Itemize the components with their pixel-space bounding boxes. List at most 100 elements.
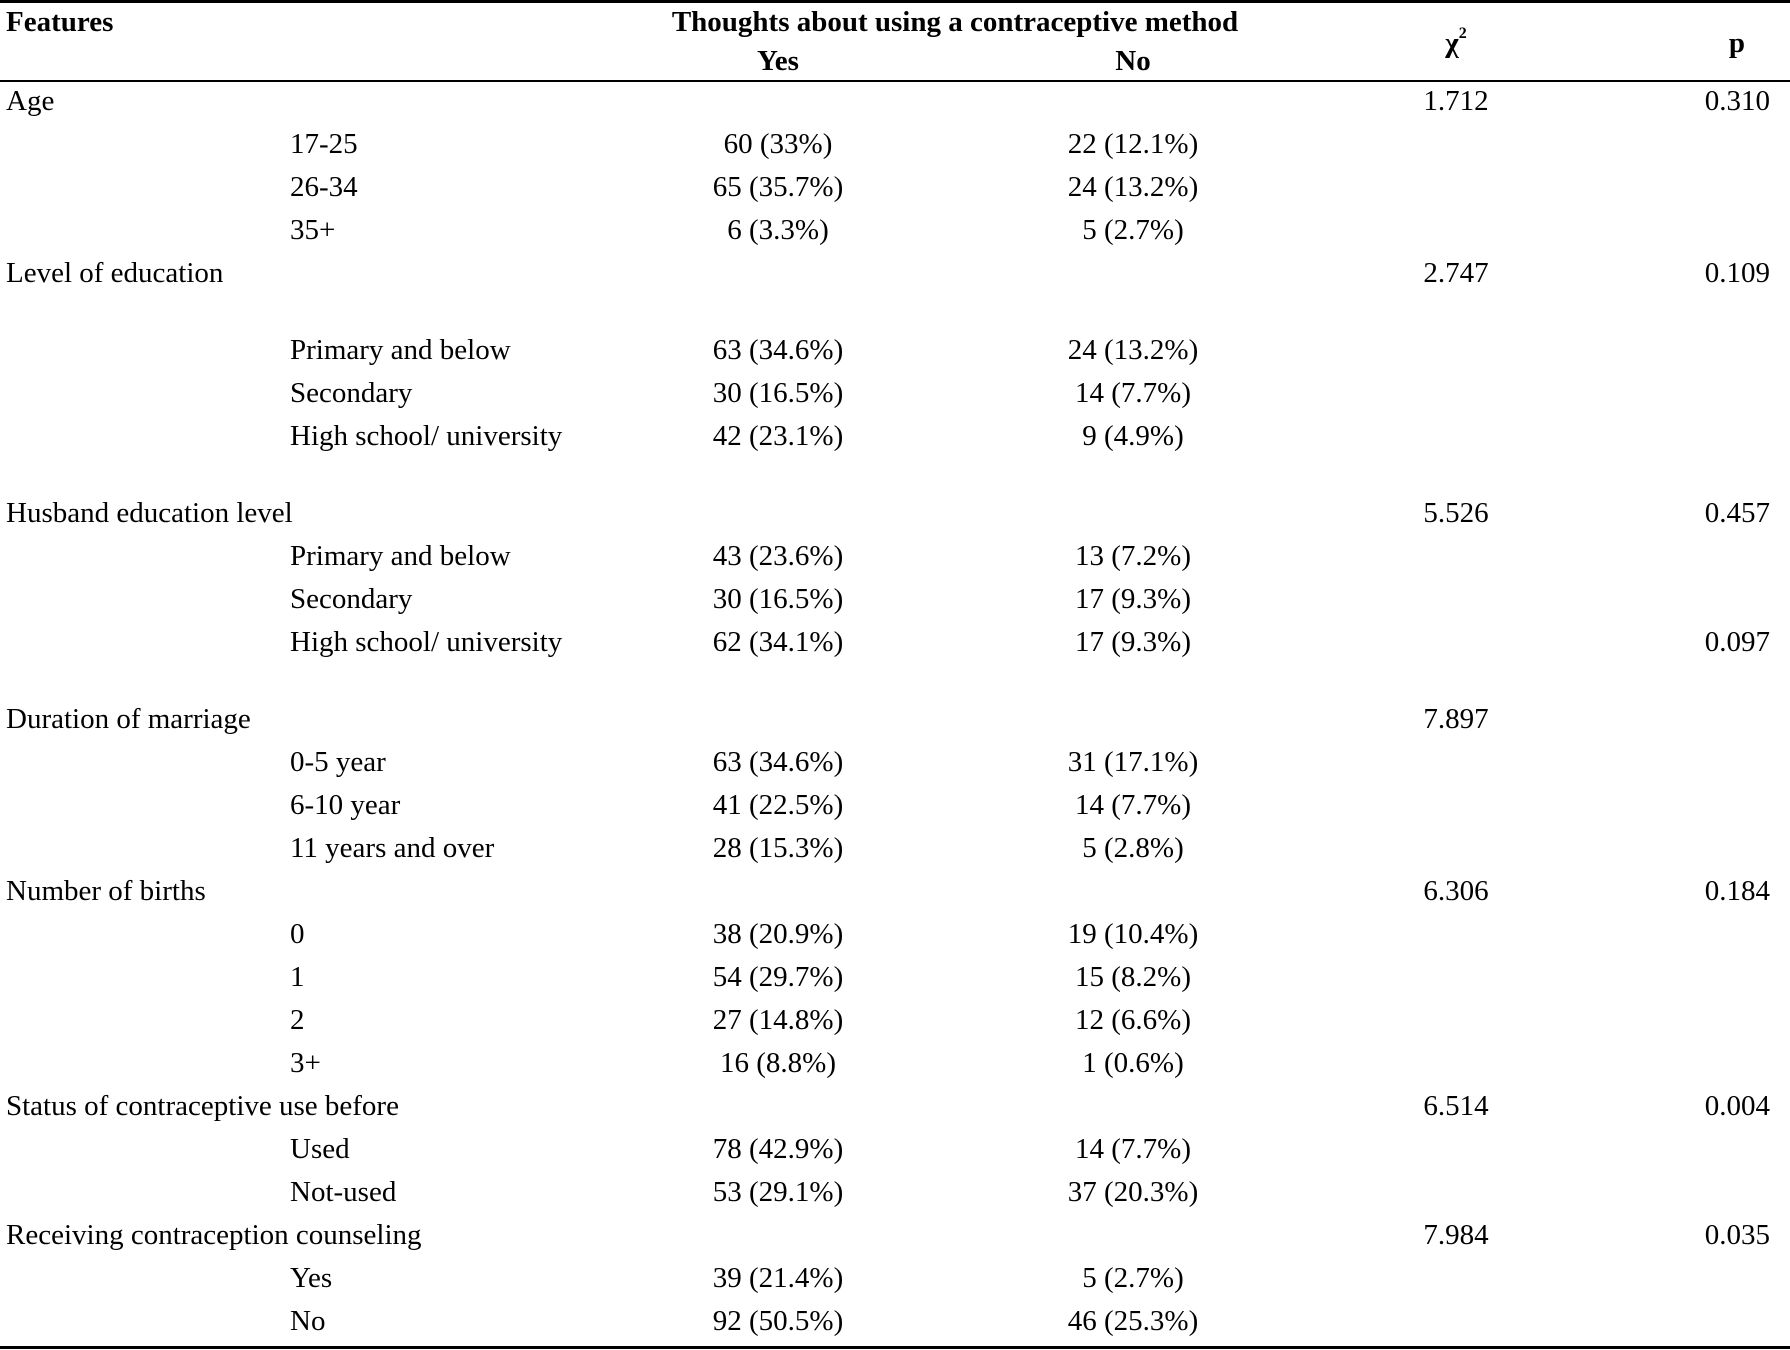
feature-label: Duration of marriage bbox=[6, 703, 251, 735]
header-chi-superscript: 2 bbox=[1458, 25, 1467, 42]
p-value: 0.004 bbox=[1704, 1090, 1770, 1122]
feature-label: Number of births bbox=[6, 875, 206, 907]
table-row: 1 54 (29.7%) 15 (8.2%) bbox=[0, 958, 1790, 1001]
table-row: 3+ 16 (8.8%) 1 (0.6%) bbox=[0, 1044, 1790, 1087]
chi-square-value: 6.306 bbox=[1423, 875, 1489, 907]
table-row: 35+ 6 (3.3%) 5 (2.7%) bbox=[0, 211, 1790, 254]
table-row: High school/ university 42 (23.1%) 9 (4.9%… bbox=[0, 417, 1790, 494]
table-row-group: Number of births 6.306 0.184 bbox=[0, 872, 1790, 915]
no-value: 1 (0.6%) bbox=[1082, 1047, 1184, 1079]
yes-value: 92 (50.5%) bbox=[712, 1305, 844, 1337]
no-value: 24 (13.2%) bbox=[1067, 171, 1199, 203]
category-label: 3+ bbox=[290, 1047, 321, 1079]
yes-value: 62 (34.1%) bbox=[712, 626, 844, 658]
table-row: High school/ university 62 (34.1%) 17 (9.3… bbox=[0, 623, 1790, 700]
header-chi-symbol: χ bbox=[1445, 27, 1459, 59]
table-row: Yes 39 (21.4%) 5 (2.7%) bbox=[0, 1259, 1790, 1302]
table-row: 11 years and over 28 (15.3%) 5 (2.8%) bbox=[0, 829, 1790, 872]
category-label: 2 bbox=[290, 1004, 305, 1036]
no-value: 13 (7.2%) bbox=[1075, 540, 1191, 572]
table-row-group: Status of contraceptive use before 6.514 0… bbox=[0, 1087, 1790, 1130]
yes-value: 63 (34.6%) bbox=[712, 746, 844, 778]
table-row: 0-5 year 63 (34.6%) 31 (17.1%) bbox=[0, 743, 1790, 786]
feature-label: Receiving contraception counseling bbox=[6, 1219, 422, 1251]
chi-square-value: 5.526 bbox=[1423, 497, 1489, 529]
table-row: 17-25 60 (33%) 22 (12.1%) bbox=[0, 125, 1790, 168]
no-value: 17 (9.3%) bbox=[1075, 626, 1191, 658]
chi-square-value: 7.897 bbox=[1423, 703, 1489, 735]
category-label: Secondary bbox=[290, 583, 413, 615]
yes-value: 60 (33%) bbox=[723, 128, 833, 160]
category-label: 17-25 bbox=[290, 128, 358, 160]
chi-square-value: 2.747 bbox=[1423, 257, 1489, 289]
p-value: 0.109 bbox=[1704, 257, 1770, 289]
category-label: Primary and below bbox=[290, 540, 511, 572]
category-label: 0-5 year bbox=[290, 746, 386, 778]
no-value: 14 (7.7%) bbox=[1075, 377, 1191, 409]
no-value: 5 (2.8%) bbox=[1082, 832, 1184, 864]
yes-value: 30 (16.5%) bbox=[712, 377, 844, 409]
no-value: 17 (9.3%) bbox=[1075, 583, 1191, 615]
table-body: Age 1.712 0.310 17-25 60 (33%) 22 (12.1%) 26-3… bbox=[0, 82, 1790, 1345]
table-row-group: Husband education level 5.526 0.457 bbox=[0, 494, 1790, 537]
header-features: Features bbox=[6, 6, 114, 38]
no-value: 5 (2.7%) bbox=[1082, 214, 1184, 246]
table-row: 2 27 (14.8%) 12 (6.6%) bbox=[0, 1001, 1790, 1044]
header-p: p bbox=[1728, 27, 1746, 59]
yes-value: 78 (42.9%) bbox=[712, 1133, 844, 1165]
no-value: 19 (10.4%) bbox=[1067, 918, 1199, 950]
no-value: 15 (8.2%) bbox=[1075, 961, 1191, 993]
table-row-group: Duration of marriage 7.897 bbox=[0, 700, 1790, 743]
header-rule bbox=[0, 80, 1790, 82]
table-row-group: Receiving contraception counseling 7.984 0… bbox=[0, 1216, 1790, 1259]
no-value: 5 (2.7%) bbox=[1082, 1262, 1184, 1294]
category-label: Yes bbox=[290, 1262, 333, 1294]
category-label: 26-34 bbox=[290, 171, 358, 203]
category-label: Not-used bbox=[290, 1176, 397, 1208]
yes-value: 65 (35.7%) bbox=[712, 171, 844, 203]
feature-label: Husband education level bbox=[6, 497, 293, 529]
yes-value: 28 (15.3%) bbox=[712, 832, 844, 864]
category-label: Used bbox=[290, 1133, 350, 1165]
yes-value: 38 (20.9%) bbox=[712, 918, 844, 950]
no-value: 14 (7.7%) bbox=[1075, 789, 1191, 821]
yes-value: 42 (23.1%) bbox=[712, 420, 844, 452]
header-no: No bbox=[1115, 45, 1151, 77]
chi-square-value: 7.984 bbox=[1423, 1219, 1489, 1251]
table-row-group: Level of education 2.747 0.109 bbox=[0, 254, 1790, 331]
p-value: 0.035 bbox=[1704, 1219, 1770, 1251]
table-row: 0 38 (20.9%) 19 (10.4%) bbox=[0, 915, 1790, 958]
p-value: 0.457 bbox=[1704, 497, 1770, 529]
feature-label: Level of education bbox=[6, 257, 224, 289]
yes-value: 53 (29.1%) bbox=[712, 1176, 844, 1208]
table-row: Not-used 53 (29.1%) 37 (20.3%) bbox=[0, 1173, 1790, 1216]
table-row: Used 78 (42.9%) 14 (7.7%) bbox=[0, 1130, 1790, 1173]
table-row: Secondary 30 (16.5%) 14 (7.7%) bbox=[0, 374, 1790, 417]
top-rule bbox=[0, 0, 1790, 3]
no-value: 14 (7.7%) bbox=[1075, 1133, 1191, 1165]
yes-value: 6 (3.3%) bbox=[727, 214, 829, 246]
category-label: 0 bbox=[290, 918, 305, 950]
chi-square-value: 6.514 bbox=[1423, 1090, 1489, 1122]
yes-value: 43 (23.6%) bbox=[712, 540, 844, 572]
yes-value: 16 (8.8%) bbox=[720, 1047, 836, 1079]
table-row: Primary and below 43 (23.6%) 13 (7.2%) bbox=[0, 537, 1790, 580]
yes-value: 54 (29.7%) bbox=[712, 961, 844, 993]
table-row: Primary and below 63 (34.6%) 24 (13.2%) bbox=[0, 331, 1790, 374]
yes-value: 39 (21.4%) bbox=[712, 1262, 844, 1294]
no-value: 12 (6.6%) bbox=[1075, 1004, 1191, 1036]
no-value: 31 (17.1%) bbox=[1067, 746, 1199, 778]
no-value: 22 (12.1%) bbox=[1067, 128, 1199, 160]
category-label: 11 years and over bbox=[290, 832, 495, 864]
table-row: No 92 (50.5%) 46 (25.3%) bbox=[0, 1302, 1790, 1345]
no-value: 37 (20.3%) bbox=[1067, 1176, 1199, 1208]
yes-value: 30 (16.5%) bbox=[712, 583, 844, 615]
category-label: 6-10 year bbox=[290, 789, 401, 821]
p-value: 0.097 bbox=[1704, 626, 1770, 658]
header-yes: Yes bbox=[757, 45, 799, 77]
category-label: Secondary bbox=[290, 377, 413, 409]
no-value: 46 (25.3%) bbox=[1067, 1305, 1199, 1337]
chi-square-value: 1.712 bbox=[1423, 85, 1489, 117]
no-value: 9 (4.9%) bbox=[1082, 420, 1184, 452]
